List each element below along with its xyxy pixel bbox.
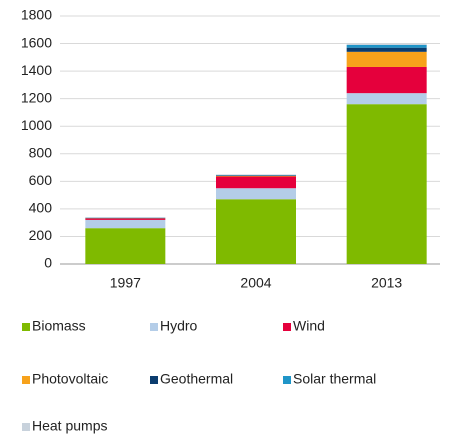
bar-segment: [346, 66, 427, 94]
bar-segment: [346, 44, 427, 48]
y-tick-label: 1000: [21, 117, 52, 133]
bar-segment: [216, 199, 296, 264]
legend-swatch: [22, 423, 30, 431]
legend-swatch: [283, 323, 291, 331]
bar-segment: [346, 104, 427, 264]
legend-swatch: [150, 376, 158, 384]
y-tick-label: 200: [29, 227, 53, 243]
legend-label: Biomass: [32, 318, 86, 334]
bar-segment: [346, 93, 427, 105]
y-tick-label: 0: [44, 255, 52, 271]
legend-swatch: [283, 376, 291, 384]
legend-swatch: [22, 323, 30, 331]
bar-segment: [216, 175, 296, 177]
bar-segment: [216, 174, 296, 175]
bar-segment: [346, 47, 427, 52]
y-tick-label: 1800: [21, 7, 52, 23]
bar-segment: [346, 43, 427, 45]
bar-segment: [85, 219, 166, 229]
legend-label: Heat pumps: [32, 418, 107, 434]
x-tick-label: 1997: [110, 275, 141, 291]
y-tick-label: 400: [29, 200, 53, 216]
x-tick-label: 2004: [240, 275, 271, 291]
y-tick-label: 600: [29, 172, 53, 188]
legend-label: Wind: [293, 318, 325, 334]
bar-segment: [216, 176, 296, 189]
y-tick-label: 1400: [21, 62, 52, 78]
bar-segment: [346, 51, 427, 67]
y-tick-label: 1200: [21, 89, 52, 105]
legend-label: Solar thermal: [293, 371, 376, 387]
y-tick-label: 800: [29, 144, 53, 160]
legend-swatch: [22, 376, 30, 384]
bar-segment: [85, 218, 166, 220]
legend-swatch: [150, 323, 158, 331]
bar-segment: [85, 217, 166, 218]
y-tick-label: 1600: [21, 34, 52, 50]
x-tick-label: 2013: [371, 275, 402, 291]
legend-label: Photovoltaic: [32, 371, 108, 387]
legend-label: Hydro: [160, 318, 198, 334]
bar-segment: [216, 188, 296, 200]
legend-label: Geothermal: [160, 371, 233, 387]
bar-segment: [85, 228, 166, 264]
